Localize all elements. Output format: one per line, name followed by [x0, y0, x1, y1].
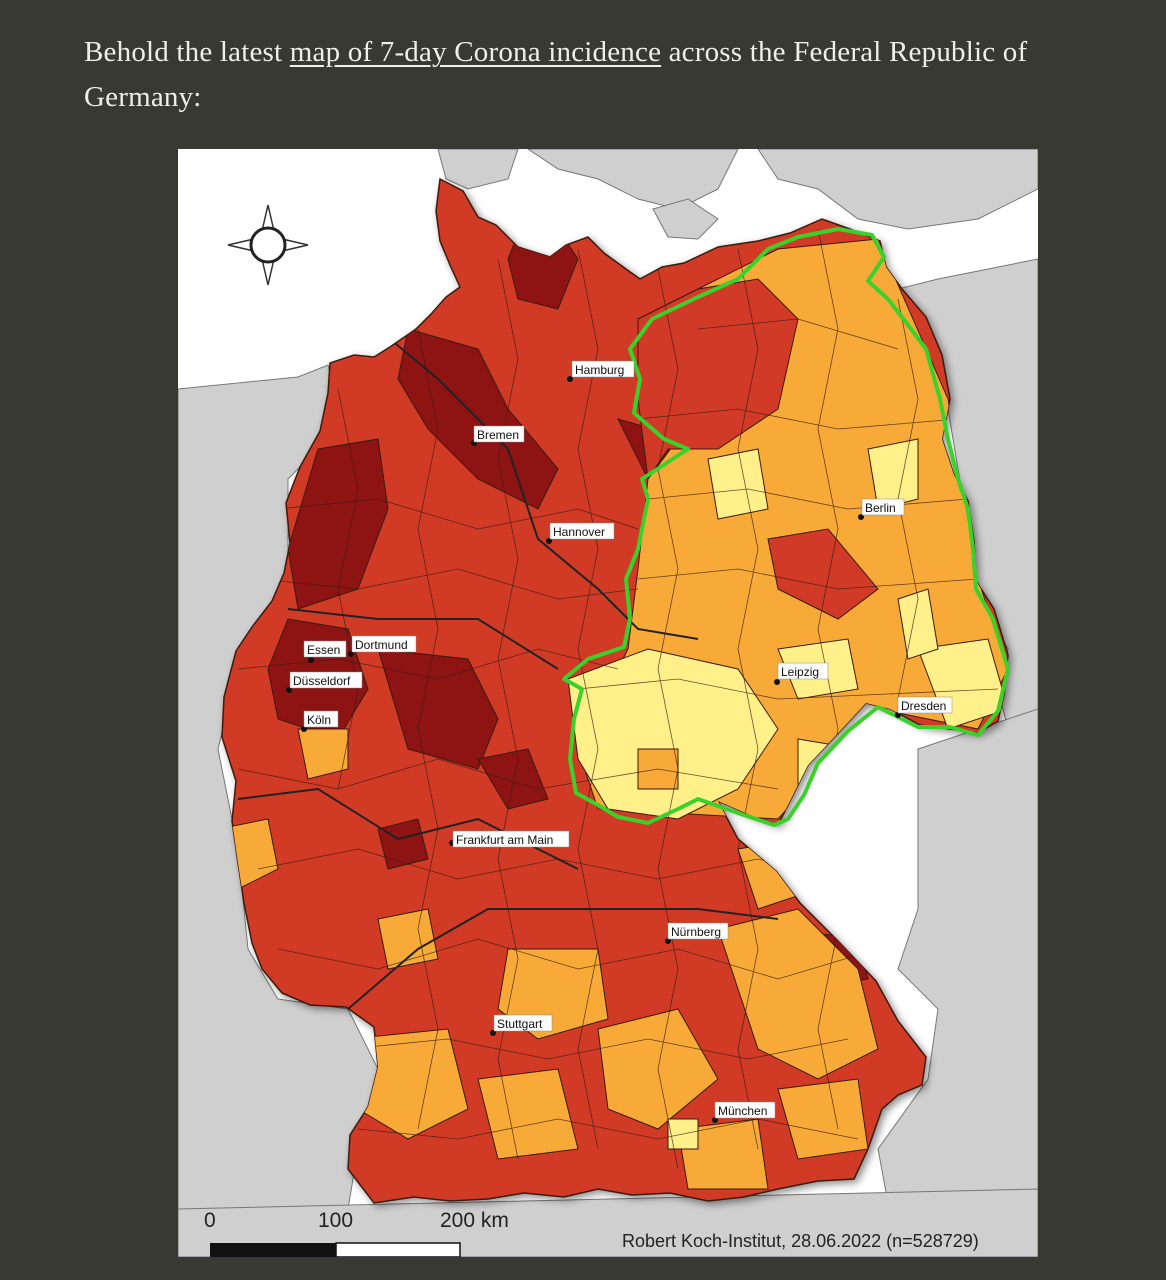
east-germany-outline — [562, 227, 1010, 827]
incidence-map-link[interactable]: map of 7-day Corona incidence — [289, 36, 662, 68]
city-muenchen: München — [712, 1101, 776, 1123]
svg-text:Essen: Essen — [307, 643, 340, 657]
intro-text-before: Behold the latest — [84, 36, 290, 68]
city-markers: Hamburg Bremen Berlin Hannover — [286, 360, 953, 1123]
compass-rose-icon — [227, 204, 309, 286]
svg-text:Nürnberg: Nürnberg — [671, 925, 721, 939]
intro-text-after: across the Federal Republic of Germany: — [84, 36, 1028, 113]
incidence-map: Hamburg Bremen Berlin Hannover — [178, 149, 1038, 1257]
neighbor-countries — [178, 149, 1038, 1257]
svg-text:Frankfurt am Main: Frankfurt am Main — [456, 833, 553, 847]
city-leipzig: Leipzig — [774, 662, 829, 685]
map-credit: Robert Koch-Institut, 28.06.2022 (n=5287… — [622, 1231, 979, 1251]
city-bremen: Bremen — [471, 425, 525, 446]
svg-text:Düsseldorf: Düsseldorf — [293, 674, 351, 688]
scale-bar: 0 100 200 km — [204, 1209, 509, 1257]
svg-text:Köln: Köln — [307, 713, 331, 727]
city-stuttgart: Stuttgart — [490, 1014, 553, 1036]
intro-paragraph: Behold the latest map of 7-day Corona in… — [84, 30, 1084, 120]
svg-text:Leipzig: Leipzig — [781, 665, 819, 679]
city-nuernberg: Nürnberg — [665, 922, 729, 944]
svg-text:Dresden: Dresden — [901, 699, 946, 713]
city-essen: Essen — [303, 640, 347, 663]
map-svg: Hamburg Bremen Berlin Hannover — [178, 149, 1038, 1257]
svg-text:100: 100 — [318, 1209, 353, 1232]
svg-text:Hamburg: Hamburg — [575, 363, 624, 377]
svg-text:Hannover: Hannover — [553, 525, 605, 539]
city-duesseldorf: Düsseldorf — [286, 671, 363, 693]
svg-text:München: München — [718, 1104, 767, 1118]
city-dortmund: Dortmund — [348, 635, 417, 657]
city-dresden: Dresden — [895, 696, 953, 718]
svg-text:Bremen: Bremen — [477, 428, 519, 442]
svg-text:0: 0 — [204, 1209, 216, 1232]
city-koeln: Köln — [301, 710, 339, 732]
svg-text:Stuttgart: Stuttgart — [497, 1017, 543, 1031]
svg-text:Dortmund: Dortmund — [355, 638, 408, 652]
svg-text:Berlin: Berlin — [865, 501, 896, 515]
city-hamburg: Hamburg — [567, 360, 635, 382]
city-berlin: Berlin — [858, 498, 905, 520]
svg-text:200 km: 200 km — [440, 1209, 509, 1232]
city-hannover: Hannover — [546, 522, 615, 544]
city-frankfurt: Frankfurt am Main — [449, 830, 570, 848]
